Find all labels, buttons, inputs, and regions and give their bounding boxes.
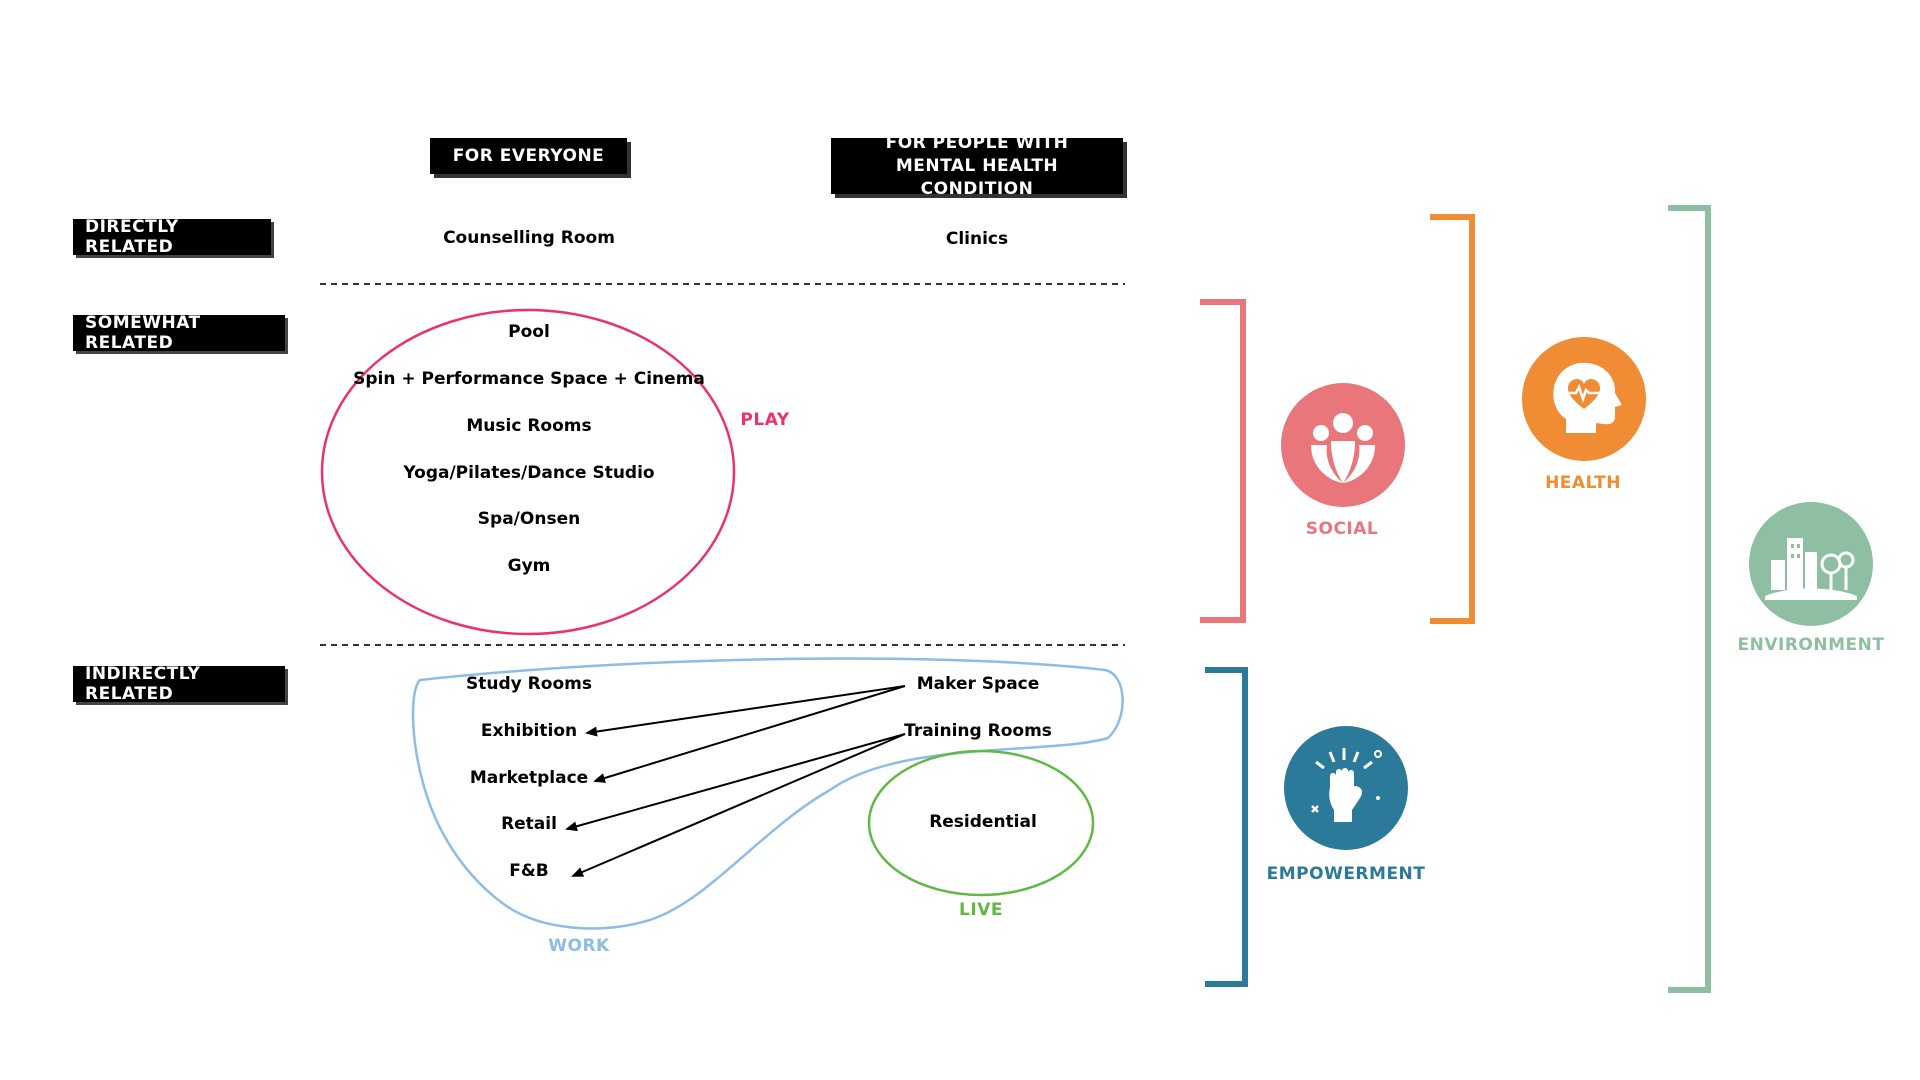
header-for-mental-health: FOR PEOPLE WITH MENTAL HEALTH CONDITION [831, 133, 1123, 199]
environment-bracket [1668, 205, 1711, 993]
social-label: SOCIAL [1305, 519, 1379, 539]
work-item-exhibition: Exhibition [480, 721, 578, 741]
row-label-directly-related: DIRECTLY RELATED [73, 217, 271, 257]
head-heartbeat-icon [1522, 337, 1646, 461]
work-source-training-rooms: Training Rooms [904, 721, 1052, 741]
health-bracket [1430, 214, 1475, 624]
play-item-yoga: Yoga/Pilates/Dance Studio [403, 463, 655, 483]
people-group-icon [1281, 383, 1405, 507]
work-item-retail: Retail [501, 814, 557, 834]
header-for-everyone: FOR EVERYONE [430, 138, 627, 174]
arrow-maker-exhibition [585, 685, 906, 737]
play-ellipse [320, 308, 736, 636]
play-label: PLAY [740, 410, 790, 430]
raised-fist-icon [1284, 726, 1408, 850]
counselling-room: Counselling Room [443, 228, 615, 248]
empowerment-bracket [1205, 667, 1248, 987]
arrow-maker-marketplace [593, 685, 906, 783]
live-item-residential: Residential [929, 812, 1037, 832]
work-item-marketplace: Marketplace [469, 768, 589, 788]
work-item-study-rooms: Study Rooms [466, 674, 592, 694]
row-label-somewhat-related: SOMEWHAT RELATED [73, 313, 285, 353]
work-blob [411, 657, 1124, 930]
work-label: WORK [548, 936, 610, 956]
live-label: LIVE [959, 900, 1003, 920]
arrow-training-fb [571, 733, 906, 877]
play-item-music-rooms: Music Rooms [466, 416, 592, 436]
play-item-pool: Pool [508, 322, 550, 342]
social-bracket [1200, 299, 1246, 623]
work-item-fb: F&B [509, 861, 549, 881]
work-source-maker-space: Maker Space [916, 674, 1040, 694]
environment-label: ENVIRONMENT [1737, 635, 1885, 655]
empowerment-label: EMPOWERMENT [1266, 864, 1426, 884]
play-item-gym: Gym [507, 556, 551, 576]
health-label: HEALTH [1545, 473, 1621, 493]
arrow-training-retail [565, 733, 906, 832]
play-item-spin: Spin + Performance Space + Cinema [353, 369, 705, 389]
row-label-indirectly-related: INDIRECTLY RELATED [73, 664, 285, 704]
play-item-spa: Spa/Onsen [477, 509, 581, 529]
city-trees-icon [1749, 502, 1873, 626]
clinics: Clinics [945, 229, 1009, 249]
live-ellipse [867, 749, 1095, 897]
